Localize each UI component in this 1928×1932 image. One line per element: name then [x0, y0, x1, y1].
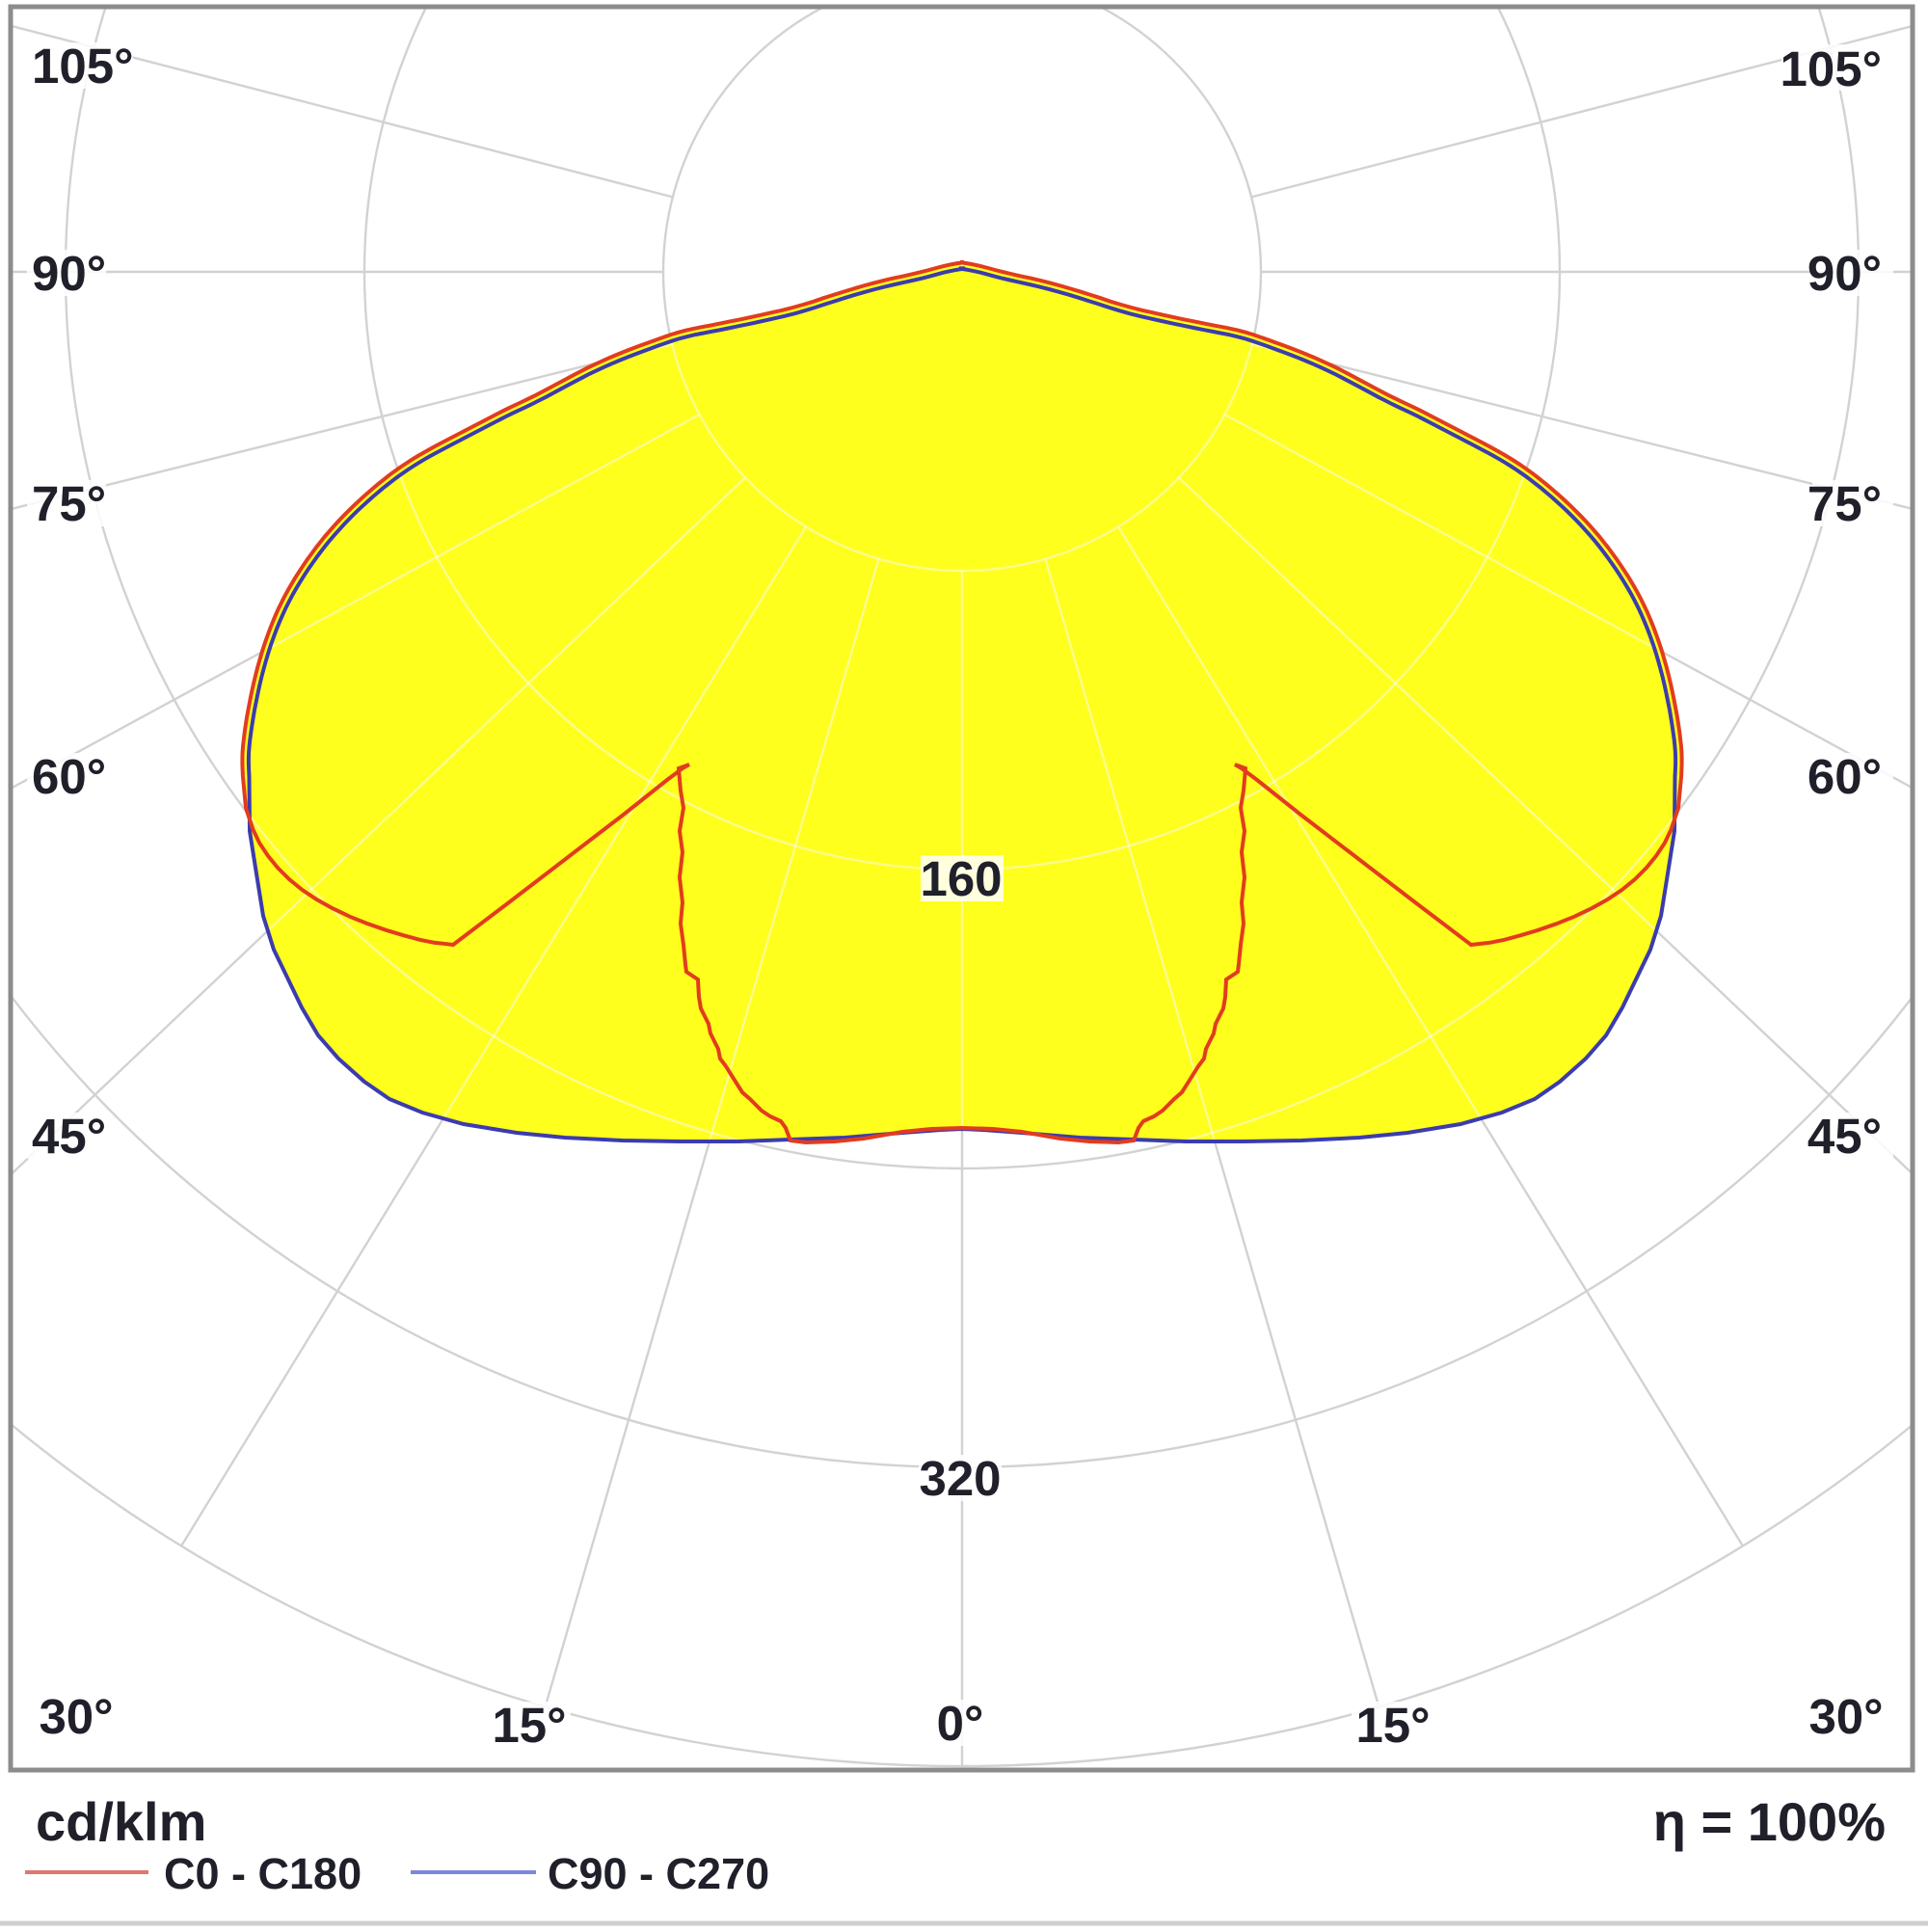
svg-text:75°: 75° [32, 476, 106, 531]
svg-text:160: 160 [920, 851, 1002, 906]
svg-text:45°: 45° [1808, 1109, 1882, 1164]
svg-text:0°: 0° [937, 1696, 984, 1751]
svg-text:C0 - C180: C0 - C180 [164, 1849, 362, 1898]
svg-text:60°: 60° [32, 749, 106, 804]
svg-text:75°: 75° [1808, 476, 1882, 531]
svg-text:15°: 15° [492, 1698, 566, 1753]
svg-text:60°: 60° [1808, 749, 1882, 804]
svg-text:90°: 90° [1808, 246, 1882, 301]
svg-text:cd/klm: cd/klm [36, 1791, 206, 1852]
svg-text:90°: 90° [32, 246, 106, 301]
svg-text:30°: 30° [1808, 1689, 1883, 1744]
svg-text:105°: 105° [32, 39, 134, 94]
svg-text:320: 320 [919, 1451, 1001, 1506]
svg-text:45°: 45° [32, 1109, 106, 1164]
svg-text:C90 - C270: C90 - C270 [548, 1849, 769, 1898]
svg-text:105°: 105° [1781, 41, 1883, 96]
svg-text:η = 100%: η = 100% [1653, 1791, 1886, 1852]
svg-text:15°: 15° [1355, 1698, 1430, 1753]
svg-text:30°: 30° [39, 1689, 113, 1744]
